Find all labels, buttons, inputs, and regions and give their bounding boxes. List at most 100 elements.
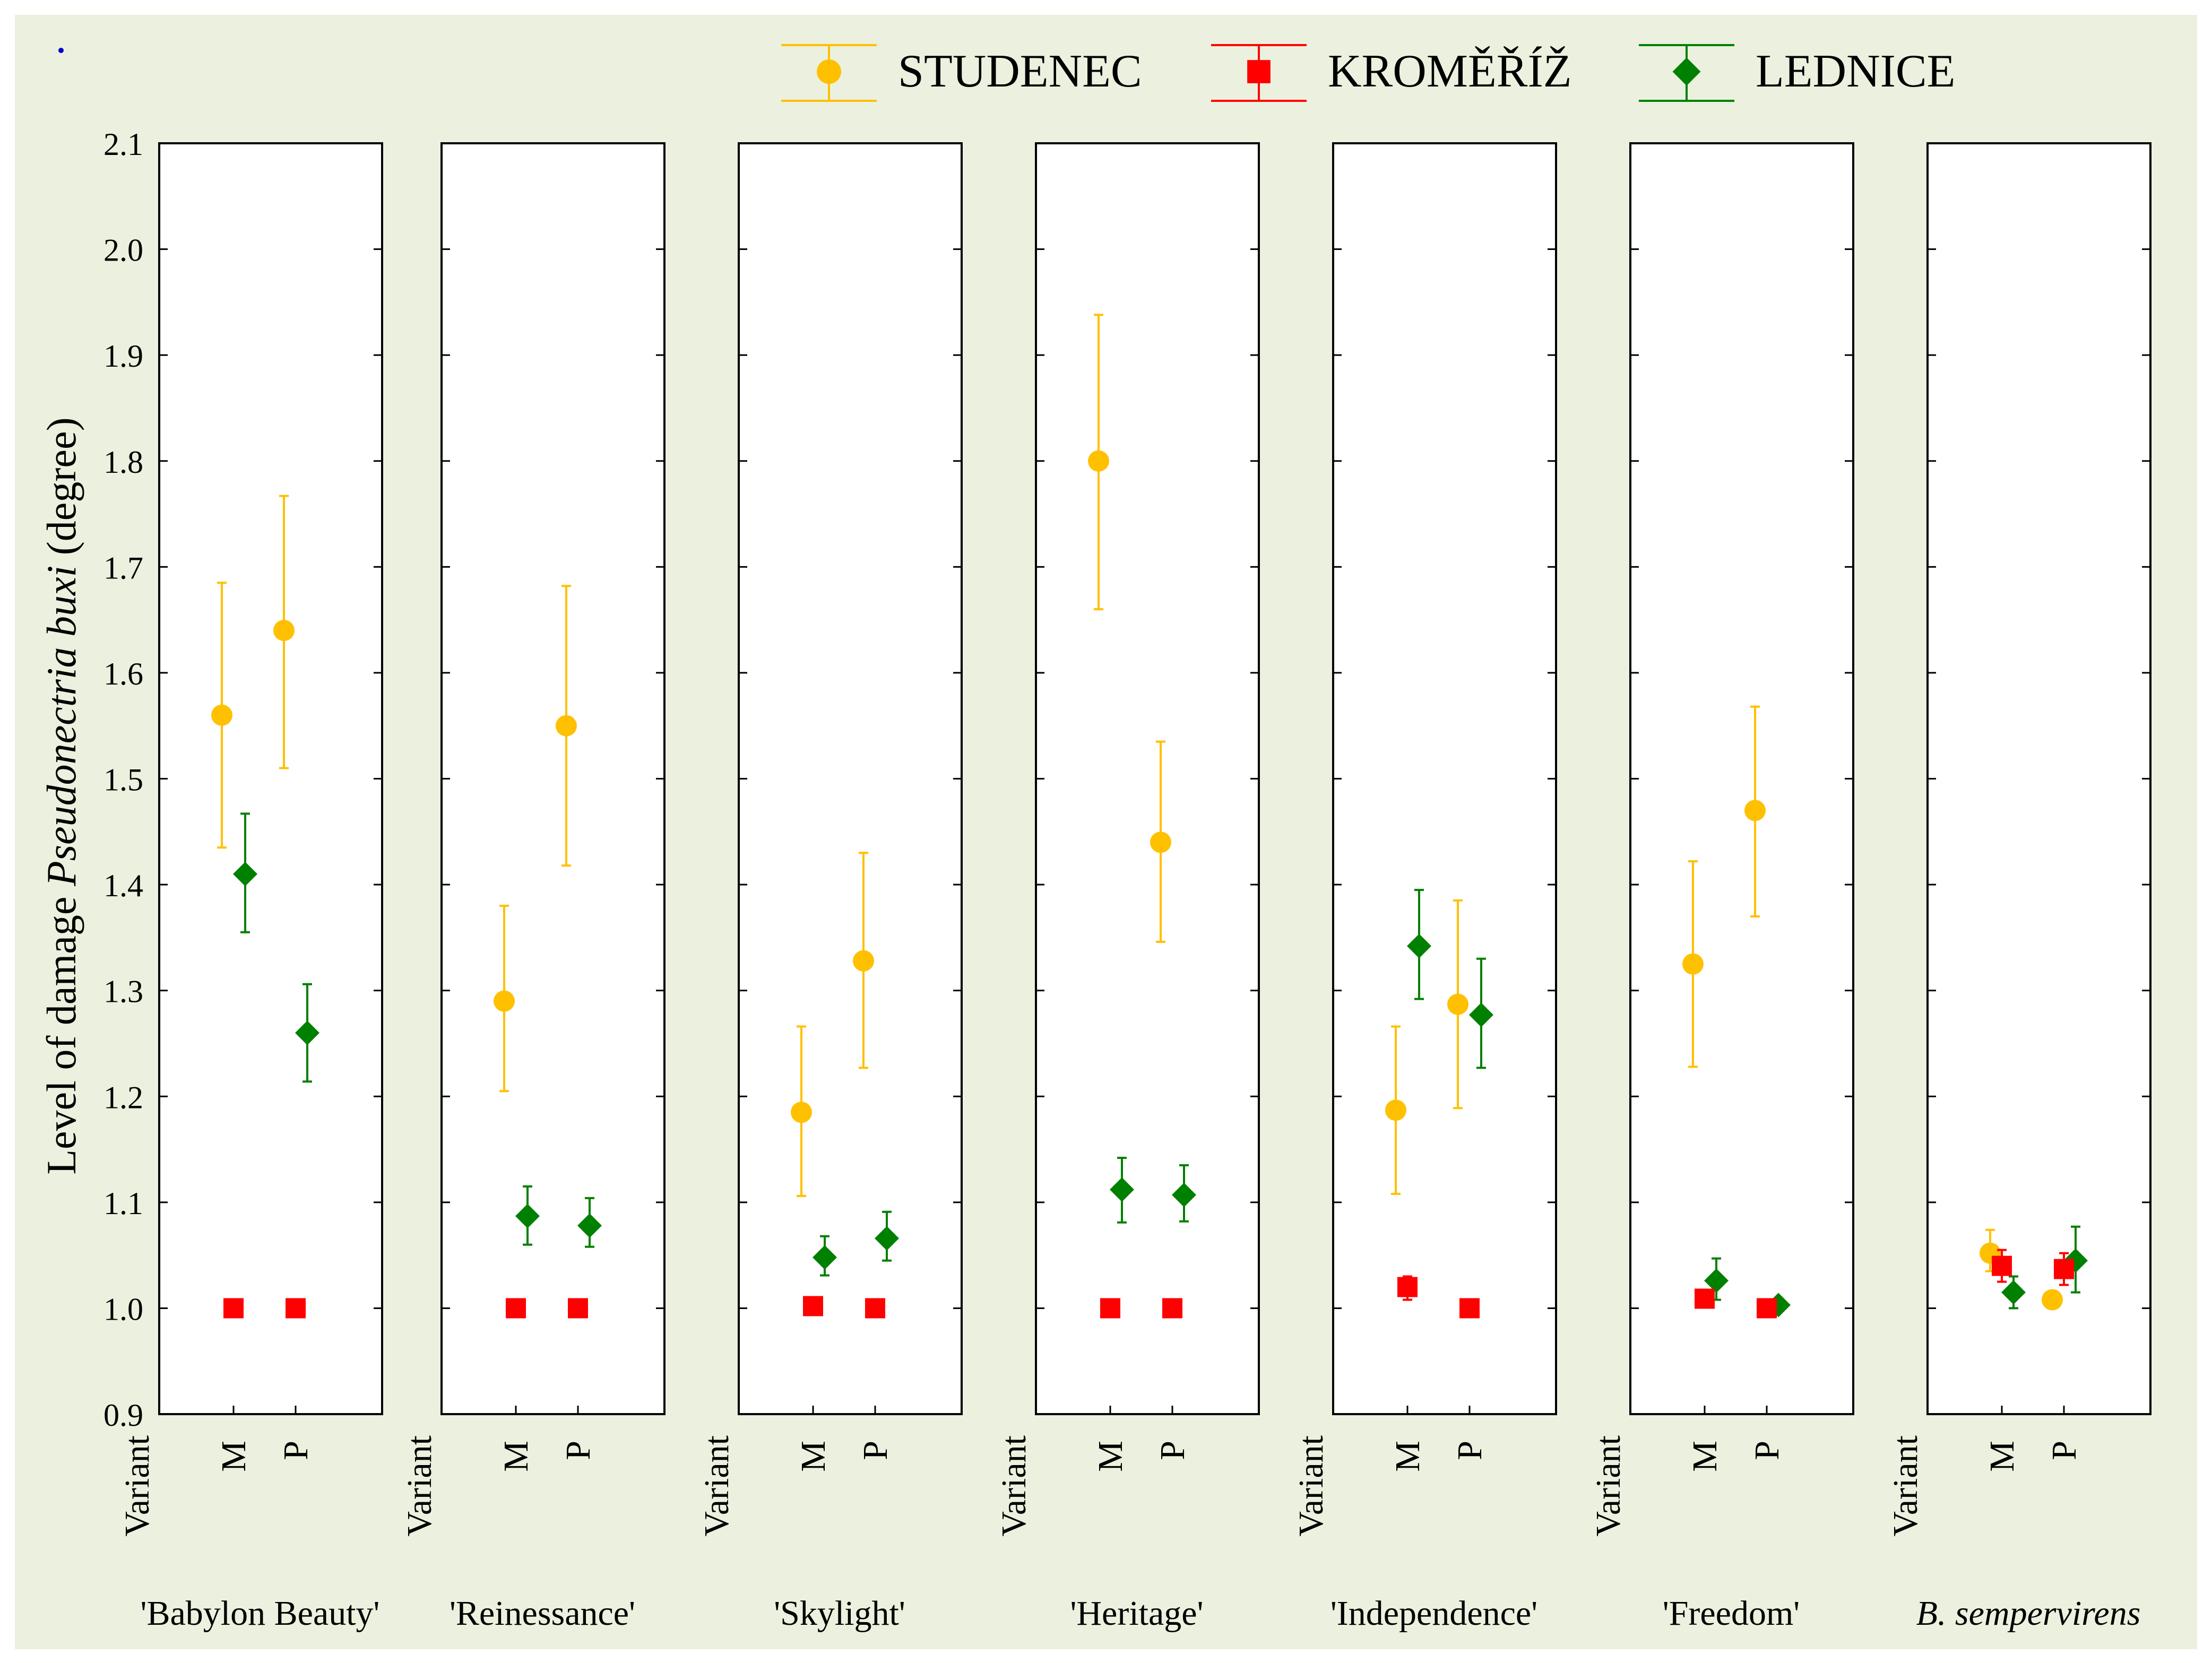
panel-frame [1035,142,1260,1415]
x-tick-label-p: P [1748,1441,1786,1460]
marker [1695,1288,1715,1309]
panel-skylight: M P Variant 'Skylight' [697,142,963,1633]
legend-marker-studenec [817,59,841,84]
marker [286,1298,306,1319]
y-axis: 0.9 1.0 1.1 1.2 1.3 1.4 1.5 1.6 1.7 1.8 1.9 2.0 2.1 [103,127,143,1433]
x-tick-label-p: P [276,1441,315,1460]
y-tick-label-1-6: 1.6 [103,656,143,691]
y-tick-label-1-7: 1.7 [103,550,143,585]
x-axis-title: Variant [1292,1435,1330,1537]
marker [1757,1298,1777,1319]
x-tick-label-p: P [856,1441,895,1460]
panel-frame [1332,142,1557,1415]
point-krom-p [1459,1298,1480,1319]
marker [211,704,232,726]
marker [1110,1177,1134,1202]
marker [1704,1268,1729,1293]
panel-frame [738,142,963,1415]
point-lednice-m [1110,1157,1134,1224]
legend-item-lednice: LEDNICE [1639,44,1955,102]
x-tick-label-m: M [794,1441,833,1472]
panel-frame [1926,142,2151,1415]
point-studenec-m [791,1025,812,1197]
point-studenec-m [1088,314,1109,611]
y-tick-label-2-0: 2.0 [103,233,143,268]
marker [295,1020,319,1045]
x-axis-title: Variant [995,1435,1033,1537]
point-krom-p [286,1298,306,1319]
legend-item-studenec: STUDENEC [781,44,1142,102]
y-tick-label-1-5: 1.5 [103,763,143,798]
panel-title: 'Freedom' [1663,1594,1800,1633]
marker [1397,1277,1418,1297]
legend-marker-krom [1247,60,1271,83]
point-krom-m [223,1298,244,1319]
marker [2054,1259,2074,1279]
point-studenec-p [1744,705,1766,917]
point-lednice-p [295,983,319,1083]
x-tick-label-m: M [1686,1441,1724,1472]
legend-label-krom: KROMĚŘÍŽ [1328,46,1572,97]
y-axis-title-species: Pseudonectria buxi [38,566,84,887]
panel-reinessance: M P Variant 'Reinessance' [400,142,666,1633]
marker [1459,1298,1480,1319]
point-lednice-p [1172,1164,1196,1223]
point-krom-p [1757,1298,1777,1319]
marker [515,1203,540,1228]
marker [494,990,515,1012]
point-lednice-m [1407,889,1431,1000]
point-krom-p [865,1298,885,1319]
x-tick-label-p: P [559,1441,598,1460]
point-krom-m [1397,1275,1418,1301]
point-krom-m [803,1296,823,1316]
marker [233,862,257,887]
marker [1469,1002,1493,1027]
legend: STUDENEC KROMĚŘÍŽ LEDNICE [781,44,1955,102]
x-tick-label-m: M [1388,1441,1427,1472]
marker [1682,953,1704,975]
marker [803,1296,823,1316]
x-tick-label-m: M [1983,1441,2021,1472]
point-krom-m [1992,1249,2012,1283]
legend-label-studenec: STUDENEC [898,46,1142,97]
point-krom-p [568,1298,588,1319]
marker [1407,933,1431,958]
panel-title: 'Reinessance' [450,1594,635,1633]
legend-label-lednice: LEDNICE [1756,46,1955,97]
x-axis-title: Variant [1886,1435,1925,1537]
marker [1744,800,1766,821]
legend-marker-lednice [1672,57,1701,86]
point-studenec-m [1385,1025,1406,1195]
point-krom-p [2054,1252,2074,1286]
y-tick-label-0-9: 0.9 [103,1398,143,1433]
point-studenec-p [556,585,577,867]
panel-title: 'Heritage' [1070,1594,1204,1633]
marker [556,715,577,737]
y-tick-label-2-1: 2.1 [103,127,143,162]
marker [223,1298,244,1319]
y-tick-label-1-2: 1.2 [103,1080,143,1115]
point-studenec-p [853,852,874,1069]
point-lednice-m [515,1185,540,1246]
x-tick-label-p: P [2045,1441,2084,1460]
panel-independence: M P Variant 'Independence' [1292,142,1557,1633]
point-lednice-p [1469,957,1493,1069]
point-krom-m [1695,1288,1715,1309]
y-tick-label-1-3: 1.3 [103,974,143,1009]
x-tick-label-m: M [497,1441,535,1472]
panel-title: 'Babylon Beauty' [141,1594,380,1633]
point-studenec-m [211,582,232,849]
panel-b-sempervirens: M P Variant B. sempervirens [1886,142,2151,1633]
point-krom-p [1162,1298,1182,1319]
panel-babylon-beauty: M P Variant 'Babylon Beauty' [118,142,383,1633]
panel-freedom: M P Variant 'Freedom' [1589,142,1854,1633]
x-tick-label-p: P [1450,1441,1489,1460]
x-axis-title: Variant [697,1435,736,1537]
x-axis-title: Variant [1589,1435,1628,1537]
point-studenec-p [1150,740,1171,943]
marker [1100,1298,1120,1319]
point-krom-m [1100,1298,1120,1319]
marker [1992,1255,2012,1276]
